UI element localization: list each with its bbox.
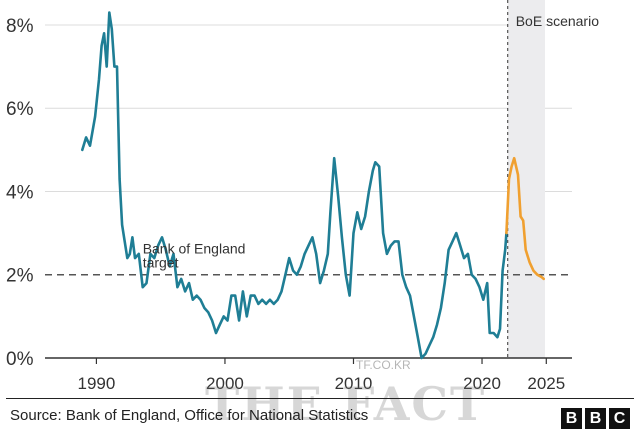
cpi-inflation-line — [81, 11, 508, 360]
bbc-logo-letter: C — [609, 408, 630, 429]
gridlines — [45, 24, 572, 192]
x-tick-label: 2010 — [335, 374, 373, 393]
watermark-url: TF.CO.KR — [356, 358, 411, 372]
bbc-logo: B B C — [561, 408, 630, 429]
footer-divider — [6, 398, 634, 399]
x-tick-label: 2000 — [206, 374, 244, 393]
y-tick-label: 6% — [6, 99, 34, 120]
reference-line-label: Bank of England — [143, 241, 246, 257]
reference-line-label-2: target — [143, 255, 179, 271]
bbc-logo-letter: B — [585, 408, 606, 429]
watermark: THE FACT — [205, 377, 487, 431]
x-tick-label: 2025 — [527, 374, 565, 393]
y-tick-label: 2% — [6, 266, 34, 287]
footer: Source: Bank of England, Office for Nati… — [0, 398, 640, 439]
y-tick-label: 8% — [6, 16, 34, 37]
forecast-region-label: BoE scenario — [516, 13, 599, 29]
x-tick-label: 2020 — [463, 374, 501, 393]
series-lines — [81, 11, 545, 360]
y-tick-label: 0% — [6, 349, 34, 370]
source-note: Source: Bank of England, Office for Nati… — [10, 407, 369, 424]
forecast-region — [507, 0, 546, 358]
chart: 0% 2% 4% 6% 8% 1990 2000 2010 2020 2025 Bank of E… — [6, 0, 600, 393]
x-tick-label: 1990 — [78, 374, 116, 393]
forecast-region-shade — [507, 0, 546, 358]
axes: 0% 2% 4% 6% 8% 1990 2000 2010 2020 2025 — [6, 16, 572, 393]
annotations: Bank of England target BoE scenario — [143, 13, 600, 271]
boe-scenario-line — [505, 156, 545, 281]
bbc-logo-letter: B — [561, 408, 582, 429]
y-tick-label: 4% — [6, 182, 34, 203]
